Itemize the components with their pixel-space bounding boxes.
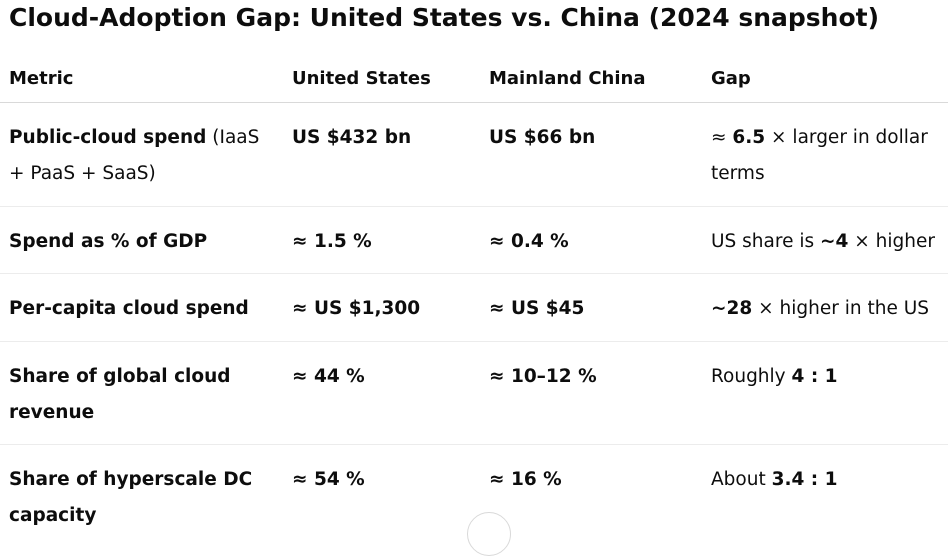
china-value: US $66 bn bbox=[489, 127, 596, 148]
gap-value: 6.5 bbox=[732, 127, 766, 148]
gap-value: ~28 bbox=[711, 298, 753, 319]
table-header-row: Metric United States Mainland China Gap bbox=[0, 58, 948, 103]
header-gap: Gap bbox=[711, 68, 751, 89]
gap-cell: ~28 × higher in the US bbox=[711, 291, 948, 327]
table-row: Spend as % of GDP ≈ 1.5 % ≈ 0.4 % US sha… bbox=[0, 207, 948, 274]
us-value: ≈ 1.5 % bbox=[292, 231, 372, 252]
gap-suffix: × higher bbox=[848, 231, 935, 252]
gap-cell: Roughly 4 : 1 bbox=[711, 359, 948, 395]
gap-prefix: US share is bbox=[711, 231, 820, 252]
table-row: Share of global cloud revenue ≈ 44 % ≈ 1… bbox=[0, 342, 948, 445]
gap-suffix: × larger in dollar terms bbox=[711, 127, 928, 184]
us-value: ≈ 54 % bbox=[292, 469, 365, 490]
header-united-states: United States bbox=[292, 68, 431, 89]
table-row: Per-capita cloud spend ≈ US $1,300 ≈ US … bbox=[0, 274, 948, 342]
metric-name: Share of hyperscale DC capacity bbox=[9, 469, 253, 526]
metric-note: (IaaS + PaaS + SaaS) bbox=[9, 127, 260, 184]
metric-name: Share of global cloud revenue bbox=[9, 366, 231, 423]
gap-cell: About 3.4 : 1 bbox=[711, 462, 948, 498]
gap-value: 4 : 1 bbox=[791, 366, 838, 387]
gap-cell: ≈ 6.5 × larger in dollar terms bbox=[711, 120, 948, 192]
metric-name: Public-cloud spend bbox=[9, 127, 207, 148]
metric-cell: Spend as % of GDP bbox=[9, 224, 271, 260]
metric-cell: Per-capita cloud spend bbox=[9, 291, 271, 327]
table-row: Share of hyperscale DC capacity ≈ 54 % ≈… bbox=[0, 445, 948, 535]
gap-suffix: × higher in the US bbox=[752, 298, 929, 319]
page-title: Cloud-Adoption Gap: United States vs. Ch… bbox=[9, 3, 879, 32]
table-row: Public-cloud spend (IaaS + PaaS + SaaS) … bbox=[0, 103, 948, 207]
comparison-table: Metric United States Mainland China Gap … bbox=[0, 58, 948, 535]
gap-cell: US share is ~4 × higher bbox=[711, 224, 948, 260]
gap-prefix: Roughly bbox=[711, 366, 792, 387]
china-value: ≈ 0.4 % bbox=[489, 231, 569, 252]
metric-cell: Share of hyperscale DC capacity bbox=[9, 462, 271, 534]
metric-cell: Public-cloud spend (IaaS + PaaS + SaaS) bbox=[9, 120, 271, 192]
us-value: US $432 bn bbox=[292, 127, 412, 148]
metric-cell: Share of global cloud revenue bbox=[9, 359, 271, 431]
us-value: ≈ US $1,300 bbox=[292, 298, 421, 319]
metric-name: Spend as % of GDP bbox=[9, 231, 208, 252]
gap-prefix: About bbox=[711, 469, 772, 490]
metric-name: Per-capita cloud spend bbox=[9, 298, 249, 319]
gap-value: 3.4 : 1 bbox=[771, 469, 838, 490]
us-value: ≈ 44 % bbox=[292, 366, 365, 387]
scroll-down-button[interactable] bbox=[467, 512, 511, 556]
gap-prefix: ≈ bbox=[711, 127, 733, 148]
china-value: ≈ US $45 bbox=[489, 298, 585, 319]
header-mainland-china: Mainland China bbox=[489, 68, 646, 89]
china-value: ≈ 10–12 % bbox=[489, 366, 597, 387]
header-metric: Metric bbox=[9, 68, 74, 89]
china-value: ≈ 16 % bbox=[489, 469, 562, 490]
gap-value: ~4 bbox=[820, 231, 849, 252]
